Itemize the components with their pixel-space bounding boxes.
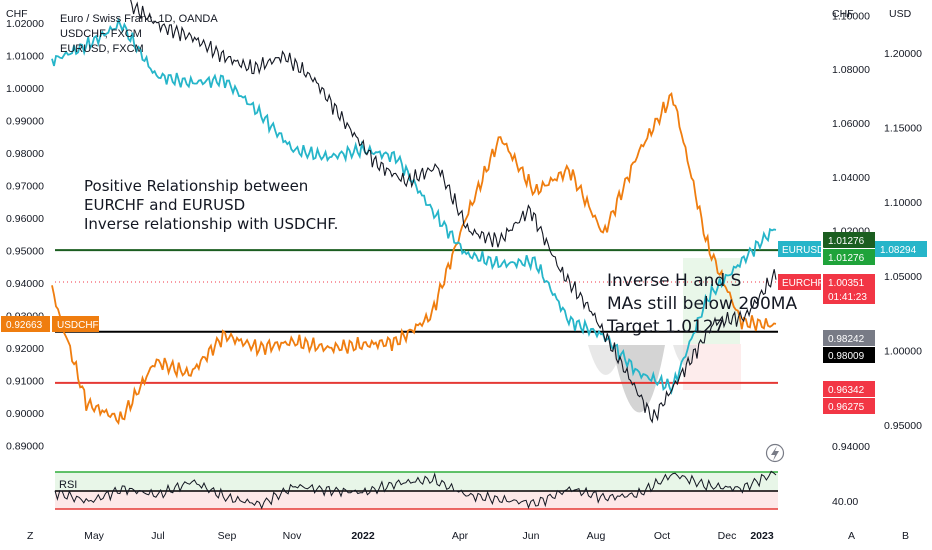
eurusd-level-a-value: 1.01276	[828, 236, 865, 247]
left-axis-tick-7: 0.95000	[6, 246, 44, 258]
usdchf-value-tag[interactable]: 0.92663	[1, 316, 50, 332]
mid-axis-tick-8: 0.94000	[832, 441, 870, 453]
eurusd-value-text: 1.08294	[880, 245, 917, 256]
left-shoulder-shape	[588, 345, 623, 375]
mid-axis-tick-3: 1.04000	[832, 172, 870, 184]
rsi-tick: 40.00	[832, 496, 858, 508]
eurchf-symbol-tag[interactable]: EURCHF	[778, 274, 824, 290]
time-tick-8: Oct	[654, 530, 670, 542]
time-tick-6: Jun	[523, 530, 540, 542]
time-tick-1: Jul	[151, 530, 164, 542]
mid-axis-tick-2: 1.06000	[832, 118, 870, 130]
pattern-note-line-2[interactable]: MAs still below 200MA	[607, 294, 797, 314]
time-tick-0: May	[84, 530, 105, 542]
bullish-zone	[683, 258, 740, 344]
neckline-value-a: 0.98242	[828, 334, 865, 345]
eurusd-symbol-text: EURUSD	[782, 245, 824, 256]
right-axis-tick-5: 0.95000	[884, 420, 922, 432]
time-tick-7: Aug	[587, 530, 606, 542]
neckline-tag-b[interactable]: 0.98009	[823, 347, 875, 363]
left-axis-tick-2: 1.00000	[6, 83, 44, 95]
eurchf-series-line	[130, 0, 777, 424]
auto-scale-button[interactable]: A	[848, 530, 855, 542]
right-axis-tick-4: 1.00000	[884, 345, 922, 357]
right-axis-unit: USD	[889, 8, 912, 20]
left-axis-tick-11: 0.91000	[6, 376, 44, 388]
neckline-tag-a[interactable]: 0.98242	[823, 330, 875, 346]
eurusd-level-tag-a[interactable]: 1.01276	[823, 232, 875, 248]
rsi-label[interactable]: RSI	[59, 479, 77, 491]
pattern-note-line-1[interactable]: Inverse H and S	[607, 271, 741, 291]
eurchf-value-text: 1.00351	[828, 278, 865, 289]
neckline-value-b: 0.98009	[828, 351, 865, 362]
usdchf-value-text: 0.92663	[6, 320, 43, 331]
eurusd-value-tag[interactable]: 1.08294	[875, 241, 927, 257]
eurchf-symbol-text: EURCHF	[782, 278, 824, 289]
support-value-a: 0.96342	[828, 385, 865, 396]
rsi-series-line	[54, 470, 777, 510]
relationship-note-line-3[interactable]: Inverse relationship with USDCHF.	[84, 215, 338, 233]
right-axis-tick-1: 1.15000	[884, 122, 922, 134]
time-tick-4: 2022	[351, 530, 375, 542]
log-scale-button[interactable]: B	[902, 530, 909, 542]
left-axis-tick-3: 0.99000	[6, 116, 44, 128]
right-axis-tick-2: 1.10000	[884, 197, 922, 209]
mid-axis-tick-1: 1.08000	[832, 64, 870, 76]
right-axis-tick-3: 1.05000	[884, 271, 922, 283]
left-axis-tick-0: 1.02000	[6, 18, 44, 30]
right-shoulder-shape	[673, 345, 697, 365]
lightning-icon[interactable]	[765, 443, 785, 463]
right-axis-tick-0: 1.20000	[884, 48, 922, 60]
eurusd-level-tag-b[interactable]: 1.01276	[823, 249, 875, 265]
left-axis-unit: CHF	[6, 8, 28, 20]
mid-axis-tick-0: 1.10000	[832, 10, 870, 22]
time-tick-10: 2023	[750, 530, 774, 542]
usdchf-symbol-tag[interactable]: USDCHF	[52, 316, 99, 332]
time-tick-3: Nov	[283, 530, 302, 542]
left-axis-tick-1: 1.01000	[6, 51, 44, 63]
left-axis-tick-12: 0.90000	[6, 408, 44, 420]
overlay-eurusd-legend[interactable]: EURUSD, FXCM	[60, 43, 144, 55]
left-axis-tick-10: 0.92000	[6, 343, 44, 355]
time-tick-5: Apr	[452, 530, 469, 542]
relationship-note-line-2[interactable]: EURCHF and EURUSD	[84, 196, 245, 214]
left-axis-tick-4: 0.98000	[6, 148, 44, 160]
rsi-lower-band	[55, 490, 778, 509]
eurusd-symbol-tag[interactable]: EURUSD	[778, 241, 824, 257]
support-tag-a[interactable]: 0.96342	[823, 381, 875, 397]
chart-title[interactable]: Euro / Swiss Franc, 1D, OANDA	[60, 13, 218, 25]
support-value-b: 0.96275	[828, 402, 865, 413]
overlay-usdchf-legend[interactable]: USDCHF, FXCM	[60, 28, 142, 40]
time-tick-2: Sep	[218, 530, 237, 542]
left-axis-tick-5: 0.97000	[6, 181, 44, 193]
time-scale[interactable]: May Jul Sep Nov 2022 Apr Jun Aug Oct Dec 2023	[84, 530, 774, 542]
time-tick-9: Dec	[718, 530, 737, 542]
eurusd-level-b-value: 1.01276	[828, 253, 865, 264]
usdchf-symbol-text: USDCHF	[57, 320, 99, 331]
right-price-scale[interactable]: 1.20000 1.15000 1.10000 1.05000 1.00000 0.950…	[884, 48, 922, 432]
left-axis-tick-13: 0.89000	[6, 441, 44, 453]
eurchf-countdown-text: 01:41:23	[828, 292, 867, 303]
eurchf-value-tag[interactable]: 1.00351 01:41:23	[823, 274, 875, 304]
left-price-scale[interactable]: 1.02000 1.01000 1.00000 0.99000 0.98000 0.970…	[6, 18, 44, 453]
relationship-note-line-1[interactable]: Positive Relationship between	[84, 177, 308, 195]
left-axis-tick-8: 0.94000	[6, 278, 44, 290]
mid-axis-unit: CHF	[832, 8, 854, 20]
zoom-button[interactable]: Z	[27, 530, 34, 542]
left-axis-tick-6: 0.96000	[6, 213, 44, 225]
support-tag-b[interactable]: 0.96275	[823, 398, 875, 414]
pattern-note-line-3[interactable]: Target 1.0127	[606, 317, 724, 337]
usdchf-series-line	[51, 92, 777, 426]
